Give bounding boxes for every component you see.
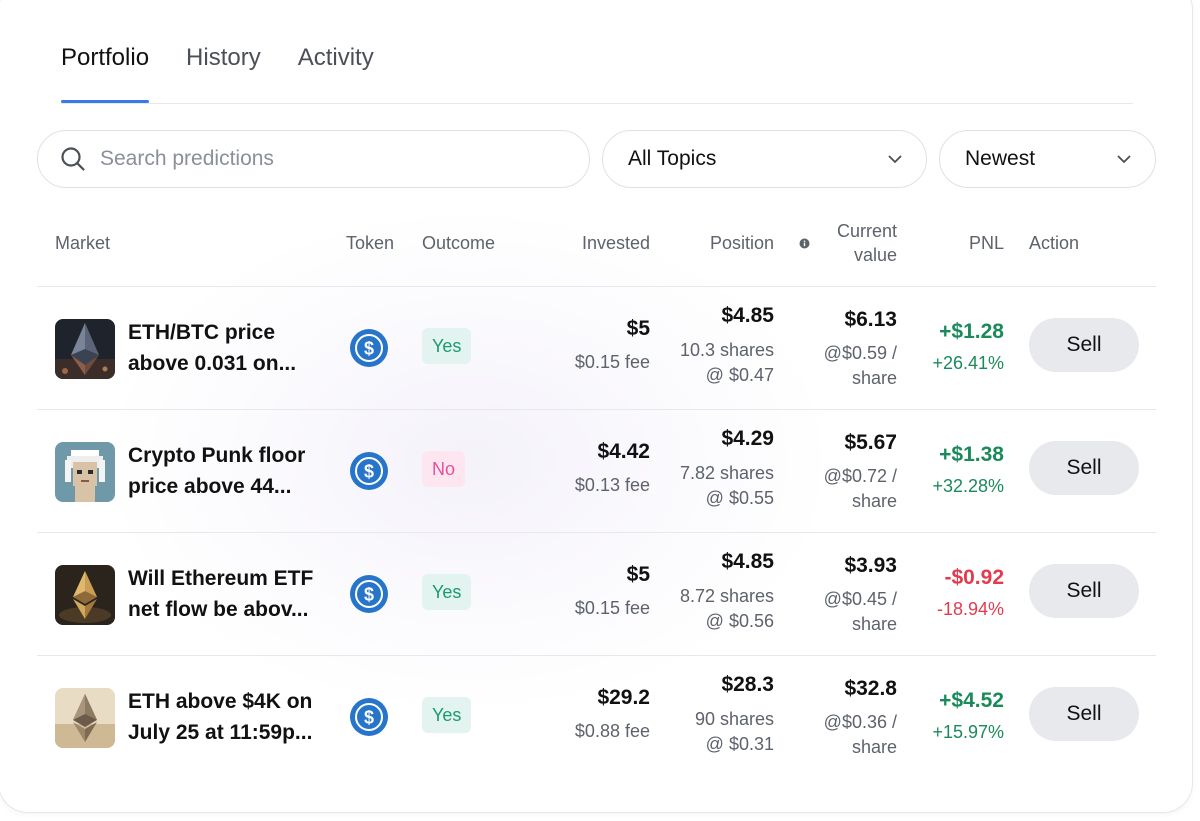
table-divider — [37, 286, 1156, 287]
header-outcome: Outcome — [422, 233, 496, 253]
pnl-amount: +$4.52 — [939, 689, 1004, 712]
ethereum-etf-image — [55, 565, 115, 625]
info-icon[interactable] — [799, 238, 810, 249]
usdc-icon: $ — [350, 329, 388, 367]
header-token: Token — [346, 233, 395, 253]
position-amount: $4.85 — [721, 304, 774, 327]
svg-text:$: $ — [364, 339, 374, 359]
invested-fee: $0.15 fee — [574, 352, 650, 372]
outcome-badge: Yes — [422, 574, 472, 610]
topics-select-value: All Topics — [628, 147, 717, 170]
header-invested: Invested — [581, 233, 650, 253]
sell-button[interactable]: Sell — [1029, 441, 1139, 495]
current-value-price: @$0.72 / — [823, 466, 897, 486]
outcome-badge: No — [422, 451, 466, 487]
pnl-percent: +32.28% — [932, 476, 1004, 496]
outcome-badge: Yes — [422, 697, 472, 733]
market-title[interactable]: ETH/BTC price above 0.031 on... — [128, 321, 297, 375]
pnl-amount: +$1.38 — [939, 443, 1004, 466]
sell-button[interactable]: Sell — [1029, 564, 1139, 618]
header-pnl: PNL — [968, 233, 1004, 253]
current-value-unit: share — [851, 614, 897, 634]
sort-select-value: Newest — [965, 147, 1036, 170]
current-value-price: @$0.59 / — [823, 343, 897, 363]
position-avg-price: @ $0.55 — [705, 488, 774, 508]
table-row: Crypto Punk floor price above 44... $ No… — [37, 410, 1156, 533]
tab-portfolio[interactable]: Portfolio — [61, 44, 150, 104]
invested-fee: $0.15 fee — [574, 598, 650, 618]
search-input[interactable] — [100, 147, 540, 171]
position-avg-price: @ $0.56 — [705, 611, 774, 631]
position-amount: $4.29 — [721, 427, 774, 450]
invested-fee: $0.88 fee — [574, 721, 650, 741]
search-box[interactable] — [37, 130, 590, 188]
topics-select[interactable]: All Topics — [602, 130, 927, 188]
tab-bar: Portfolio History Activity — [61, 44, 374, 104]
position-amount: $28.3 — [721, 673, 774, 696]
pnl-amount: -$0.92 — [944, 566, 1004, 589]
current-value-unit: share — [851, 368, 897, 388]
position-shares: 7.82 shares — [679, 463, 774, 483]
svg-text:$: $ — [364, 462, 374, 482]
current-value-unit: share — [851, 491, 897, 511]
sell-button[interactable]: Sell — [1029, 318, 1139, 372]
position-amount: $4.85 — [721, 550, 774, 573]
chevron-down-icon — [888, 155, 902, 163]
crypto-punk-image — [55, 442, 115, 502]
market-title[interactable]: ETH above $4K on July 25 at 11:59p... — [128, 690, 313, 744]
current-value-amount: $32.8 — [844, 677, 897, 700]
position-shares: 90 shares — [694, 709, 774, 729]
tab-activity[interactable]: Activity — [297, 44, 374, 71]
pnl-percent: +26.41% — [932, 353, 1004, 373]
pnl-percent: +15.97% — [932, 722, 1004, 742]
current-value-unit: share — [851, 737, 897, 757]
current-value-amount: $6.13 — [844, 308, 897, 331]
search-icon — [61, 147, 85, 171]
usdc-icon: $ — [350, 452, 388, 490]
svg-text:$: $ — [364, 708, 374, 728]
invested-amount: $29.2 — [597, 686, 650, 709]
market-title[interactable]: Crypto Punk floor price above 44... — [128, 444, 306, 498]
eth-4k-image — [55, 688, 115, 748]
market-title[interactable]: Will Ethereum ETF net flow be abov... — [128, 567, 314, 621]
header-current-value-line1: Current — [836, 221, 897, 241]
header-market: Market — [55, 233, 111, 253]
current-value-amount: $5.67 — [844, 431, 897, 454]
eth-btc-image — [55, 319, 115, 379]
outcome-badge: Yes — [422, 328, 472, 364]
table-row: Will Ethereum ETF net flow be abov... $ … — [37, 533, 1156, 656]
current-value-amount: $3.93 — [844, 554, 897, 577]
current-value-price: @$0.36 / — [823, 712, 897, 732]
header-action: Action — [1029, 233, 1080, 253]
position-avg-price: @ $0.31 — [705, 734, 774, 754]
pnl-amount: +$1.28 — [939, 320, 1004, 343]
usdc-icon: $ — [350, 575, 388, 613]
invested-amount: $4.42 — [597, 440, 650, 463]
header-current-value-line2: value — [853, 245, 897, 265]
pnl-percent: -18.94% — [936, 599, 1004, 619]
chevron-down-icon — [1117, 155, 1131, 163]
sort-select[interactable]: Newest — [939, 130, 1156, 188]
current-value-price: @$0.45 / — [823, 589, 897, 609]
header-current-value: Current value — [837, 219, 897, 267]
invested-amount: $5 — [626, 563, 650, 586]
invested-amount: $5 — [626, 317, 650, 340]
sell-button[interactable]: Sell — [1029, 687, 1139, 741]
tabs-divider — [61, 103, 1133, 104]
invested-fee: $0.13 fee — [574, 475, 650, 495]
position-shares: 8.72 shares — [679, 586, 774, 606]
usdc-icon: $ — [350, 698, 388, 736]
table-row: ETH/BTC price above 0.031 on... $ Yes $5… — [37, 287, 1156, 410]
position-avg-price: @ $0.47 — [705, 365, 774, 385]
header-position: Position — [709, 233, 774, 253]
svg-text:$: $ — [364, 585, 374, 605]
table-row: ETH above $4K on July 25 at 11:59p... $ … — [37, 656, 1156, 779]
tab-history[interactable]: History — [186, 44, 261, 71]
position-shares: 10.3 shares — [679, 340, 774, 360]
